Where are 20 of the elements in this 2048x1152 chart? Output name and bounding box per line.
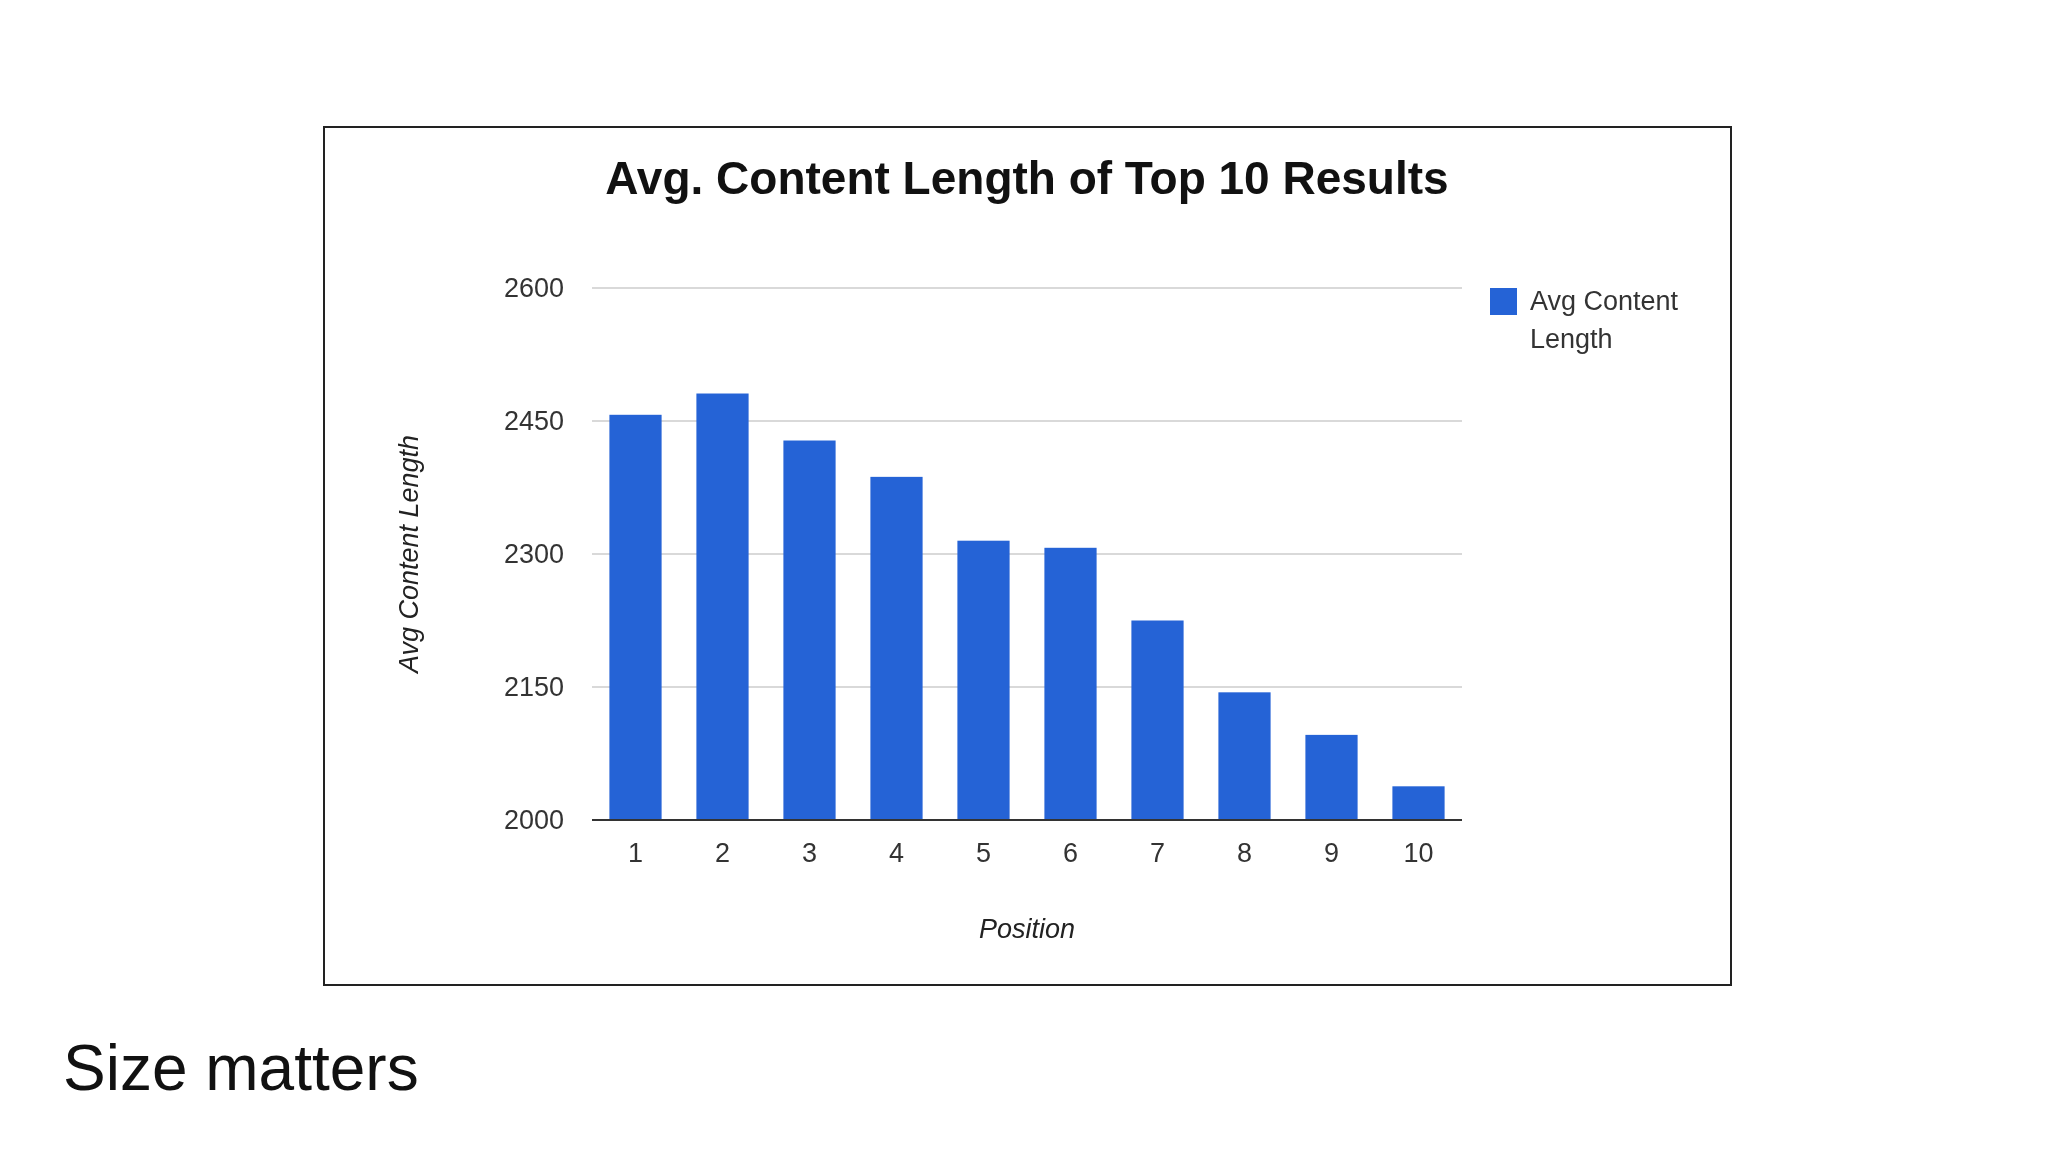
x-tick-label: 7	[1149, 838, 1166, 868]
x-tick-label: 5	[975, 838, 992, 868]
chart-title: Avg. Content Length of Top 10 Results	[605, 152, 1449, 204]
y-tick-label: 2600	[503, 273, 564, 304]
x-tick-label: 4	[888, 838, 905, 868]
x-tick-label: 6	[1062, 838, 1079, 868]
x-tick-label: 9	[1323, 838, 1340, 868]
x-tick-label: 8	[1236, 838, 1253, 868]
y-tick-label: 2150	[503, 672, 564, 703]
x-tick-label: 3	[801, 838, 818, 868]
y-tick-label: 2450	[503, 406, 564, 437]
y-tick-label: 2300	[503, 539, 564, 570]
x-tick-label: 2	[714, 838, 731, 868]
legend-label: Avg Content Length	[1530, 286, 1679, 354]
x-axis-title: Position	[978, 914, 1076, 944]
x-tick-label: 10	[1403, 838, 1434, 868]
y-axis-title: Avg Content Length	[394, 434, 424, 676]
x-tick-label: 1	[627, 838, 644, 868]
text: Size matters	[63, 1032, 419, 1104]
y-tick-label: 2000	[503, 805, 564, 836]
